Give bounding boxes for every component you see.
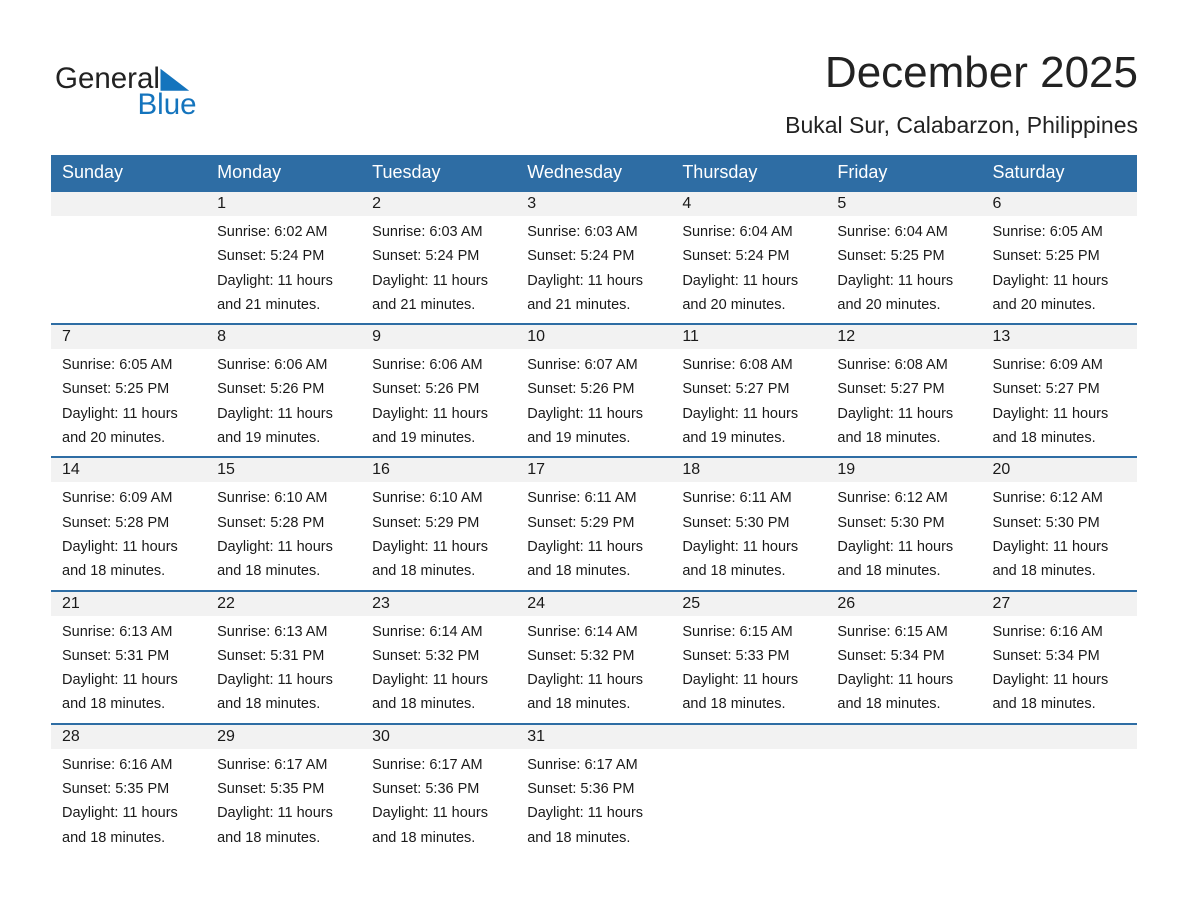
svg-text:Blue: Blue [138, 88, 197, 121]
